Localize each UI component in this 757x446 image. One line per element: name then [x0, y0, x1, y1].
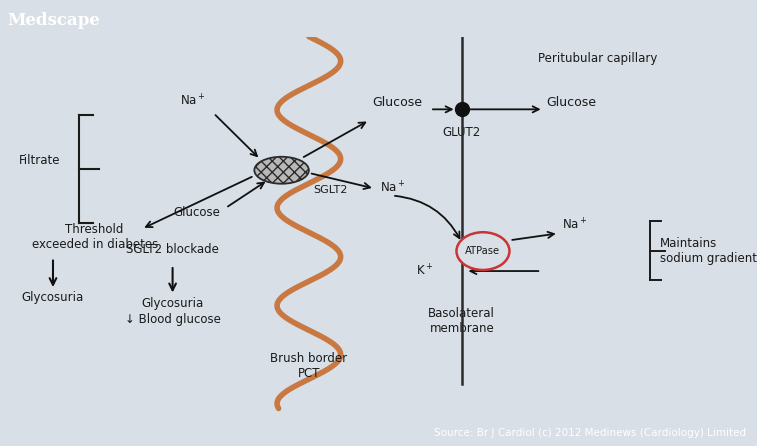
Text: Source: Br J Cardiol (c) 2012 Medinews (Cardiology) Limited: Source: Br J Cardiol (c) 2012 Medinews (…: [434, 428, 746, 438]
Text: ATPase: ATPase: [466, 246, 500, 256]
Text: Medscape: Medscape: [8, 12, 101, 29]
Text: Peritubular capillary: Peritubular capillary: [538, 52, 658, 65]
Text: Glucose: Glucose: [173, 206, 220, 219]
Text: Glucose: Glucose: [372, 95, 422, 108]
Text: Filtrate: Filtrate: [19, 154, 60, 167]
Text: Glucose: Glucose: [547, 95, 597, 108]
Text: ↓ Blood glucose: ↓ Blood glucose: [125, 314, 220, 326]
Text: Brush border
PCT: Brush border PCT: [270, 352, 347, 380]
Text: Glycosuria: Glycosuria: [142, 297, 204, 310]
Text: Maintains
sodium gradient: Maintains sodium gradient: [660, 237, 757, 265]
Text: Basolateral
membrane: Basolateral membrane: [428, 307, 495, 335]
Ellipse shape: [254, 157, 309, 184]
Text: Na$^+$: Na$^+$: [562, 217, 587, 232]
Text: Threshold
exceeded in diabetes: Threshold exceeded in diabetes: [32, 223, 157, 251]
Text: K$^+$: K$^+$: [416, 264, 433, 279]
Text: SGLT2 blockade: SGLT2 blockade: [126, 243, 219, 256]
Text: GLUT2: GLUT2: [443, 125, 481, 139]
Text: Na$^+$: Na$^+$: [380, 181, 406, 196]
Text: Na$^+$: Na$^+$: [180, 93, 206, 108]
Circle shape: [456, 232, 509, 270]
Text: SGLT2: SGLT2: [313, 186, 347, 195]
Text: Glycosuria: Glycosuria: [22, 291, 84, 304]
